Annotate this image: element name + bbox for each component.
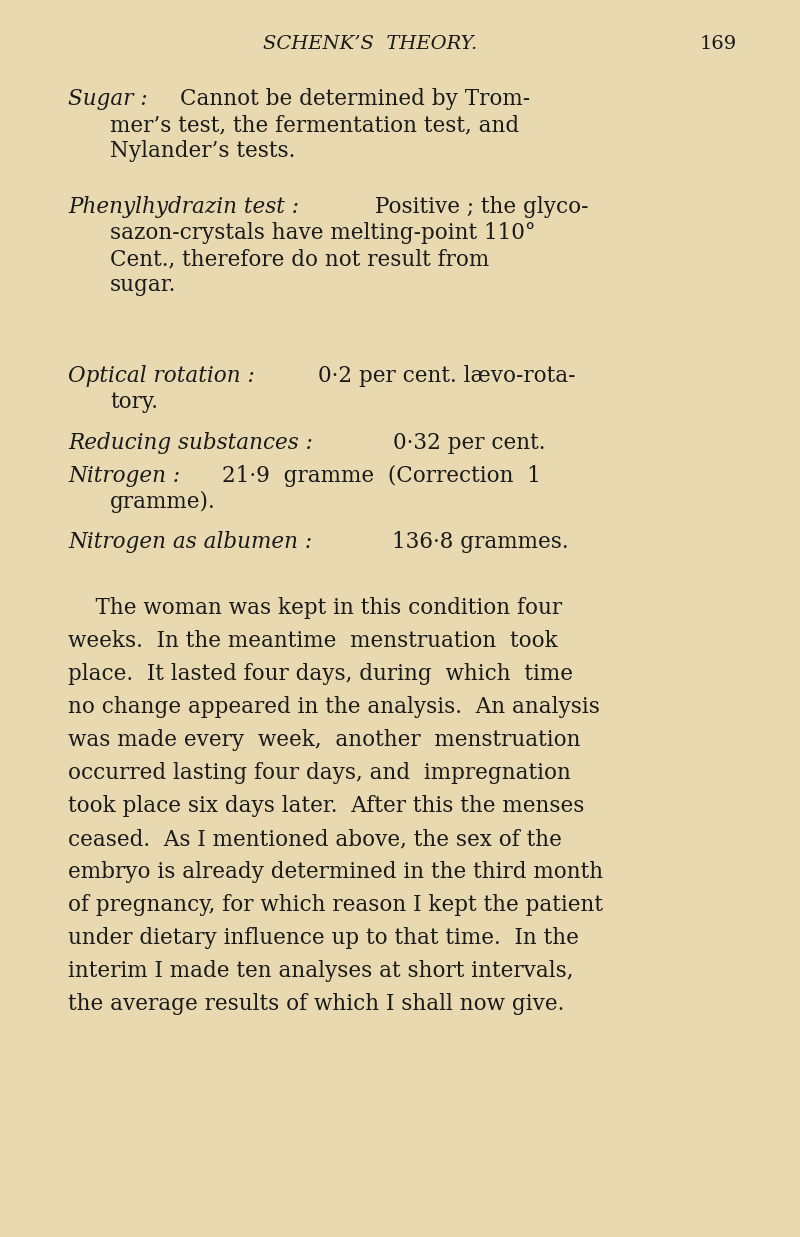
Text: 169: 169 [700,35,738,53]
Text: Cent., therefore do not result from: Cent., therefore do not result from [110,247,490,270]
Text: 136·8 grammes.: 136·8 grammes. [392,531,569,553]
Text: the average results of which I shall now give.: the average results of which I shall now… [68,993,564,1016]
Text: Nitrogen as albumen :: Nitrogen as albumen : [68,531,319,553]
Text: gramme).: gramme). [110,491,216,513]
Text: SCHENK’S  THEORY.: SCHENK’S THEORY. [263,35,477,53]
Text: 0·2 per cent. lævo-rota-: 0·2 per cent. lævo-rota- [318,365,575,387]
Text: of pregnancy, for which reason I kept the patient: of pregnancy, for which reason I kept th… [68,894,603,917]
Text: ceased.  As I mentioned above, the sex of the: ceased. As I mentioned above, the sex of… [68,828,562,850]
Text: mer’s test, the fermentation test, and: mer’s test, the fermentation test, and [110,114,519,136]
Text: Optical rotation :: Optical rotation : [68,365,262,387]
Text: Cannot be determined by Trom-: Cannot be determined by Trom- [180,88,530,110]
Text: no change appeared in the analysis.  An analysis: no change appeared in the analysis. An a… [68,696,600,717]
Text: sazon-crystals have melting‑point 110°: sazon-crystals have melting‑point 110° [110,221,535,244]
Text: Positive ; the glyco-: Positive ; the glyco- [375,195,589,218]
Text: interim I made ten analyses at short intervals,: interim I made ten analyses at short int… [68,960,574,982]
Text: Sugar :: Sugar : [68,88,154,110]
Text: embryo is already determined in the third month: embryo is already determined in the thir… [68,861,603,883]
Text: Nitrogen :: Nitrogen : [68,465,187,487]
Text: under dietary influence up to that time.  In the: under dietary influence up to that time.… [68,927,579,949]
Text: place.  It lasted four days, during  which  time: place. It lasted four days, during which… [68,663,573,685]
Text: tory.: tory. [110,391,158,413]
Text: was made every  week,  another  menstruation: was made every week, another menstruatio… [68,729,581,751]
Text: The woman was kept in this condition four: The woman was kept in this condition fou… [68,597,562,618]
Text: 0·32 per cent.: 0·32 per cent. [393,432,546,454]
Text: Phenylhydrazin test :: Phenylhydrazin test : [68,195,306,218]
Text: sugar.: sugar. [110,275,176,296]
Text: weeks.  In the meantime  menstruation  took: weeks. In the meantime menstruation took [68,630,558,652]
Text: occurred lasting four days, and  impregnation: occurred lasting four days, and impregna… [68,762,571,784]
Text: Reducing substances :: Reducing substances : [68,432,320,454]
Text: Nylander’s tests.: Nylander’s tests. [110,140,295,162]
Text: 21·9  gramme  (Correction  1: 21·9 gramme (Correction 1 [222,465,541,487]
Text: took place six days later.  After this the menses: took place six days later. After this th… [68,795,584,816]
